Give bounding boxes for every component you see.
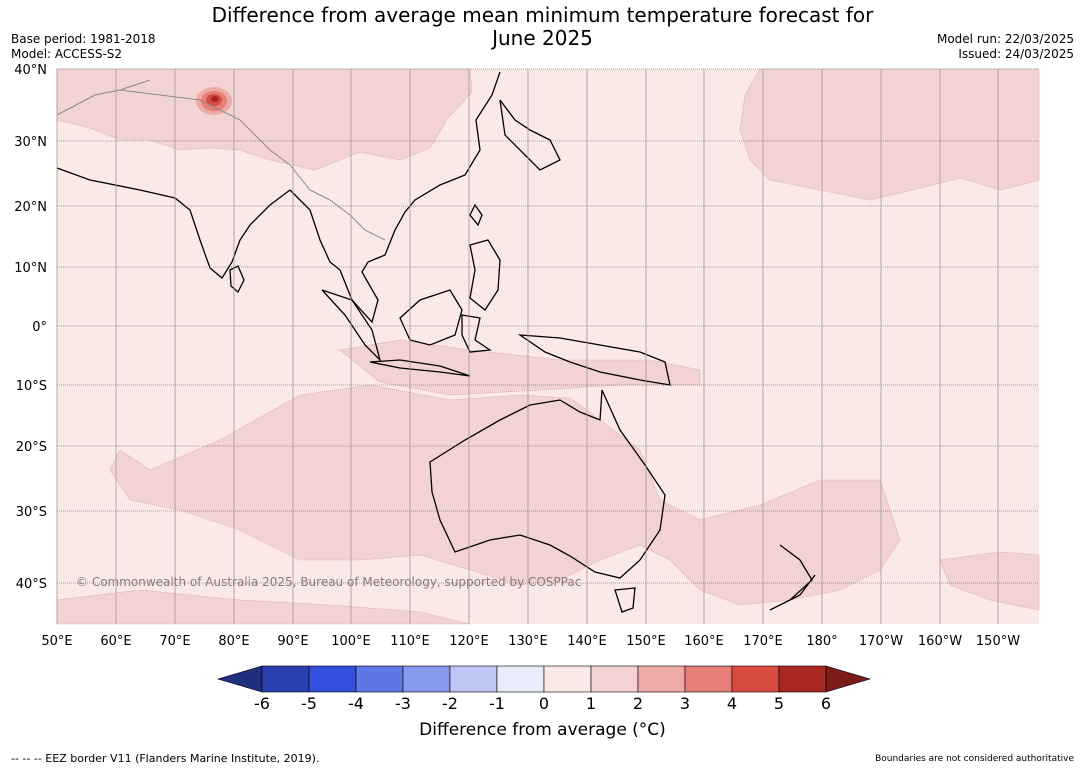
colorbar-tick: -6 xyxy=(254,694,270,713)
colorbar-swatch xyxy=(731,665,780,693)
anomaly-patches xyxy=(56,68,1040,625)
coast-tasmania xyxy=(614,587,636,613)
colorbar-swatch xyxy=(355,665,404,693)
coast-australia xyxy=(429,389,666,579)
chart-title: Difference from average mean minimum tem… xyxy=(0,4,1085,50)
eez-footnote: -- -- -- EEZ border V11 (Flanders Marine… xyxy=(11,752,320,765)
coast-japan xyxy=(499,99,561,171)
model-run: Model run: 22/03/2025 xyxy=(936,32,1074,46)
colorbar-tick: 3 xyxy=(680,694,690,713)
colorbar-tick: 5 xyxy=(774,694,784,713)
graticule xyxy=(56,68,1039,624)
lon-label: 100°E xyxy=(331,634,371,649)
patch-north-asia xyxy=(56,68,473,171)
coast-sumatra xyxy=(321,289,382,363)
colorbar-arrow-low xyxy=(216,665,263,693)
patch-south-pacific xyxy=(939,551,1040,611)
patch-equatorial xyxy=(339,339,701,396)
colorbar-tick: 4 xyxy=(727,694,737,713)
coast-sulawesi xyxy=(461,314,492,353)
lat-label: 10°N xyxy=(14,261,47,276)
lon-label: 120°E xyxy=(449,634,489,649)
colorbar-tick: -1 xyxy=(489,694,505,713)
lat-label: 20°N xyxy=(14,200,47,215)
colorbar-swatch xyxy=(684,665,733,693)
lat-label: 0° xyxy=(32,320,47,335)
coast-taiwan xyxy=(469,203,483,227)
latitude-labels: 40°N 30°N 20°N 10°N 0° 10°S 20°S 30°S 40°S xyxy=(14,63,47,592)
colorbar-label: Difference from average (°C) xyxy=(419,720,666,740)
colorbar-tick: 2 xyxy=(633,694,643,713)
base-period: Base period: 1981-2018 xyxy=(11,32,156,46)
colorbar-arrow-high xyxy=(825,665,872,693)
hotspot-himalaya xyxy=(196,87,232,115)
colorbar-swatch xyxy=(449,665,498,693)
map-panel: © Commonwealth of Australia 2025, Bureau… xyxy=(56,68,1040,625)
colorbar-tick: -3 xyxy=(395,694,411,713)
lon-label: 140°E xyxy=(567,634,607,649)
lat-label: 40°S xyxy=(16,577,47,592)
patch-southern-ocean xyxy=(56,589,471,625)
lat-label: 40°N xyxy=(14,63,47,78)
lon-label: 70°E xyxy=(159,634,190,649)
colorbar-swatch xyxy=(590,665,639,693)
colorbar-tick: 6 xyxy=(821,694,831,713)
issued-date: Issued: 24/03/2025 xyxy=(958,47,1074,61)
colorbar-swatch xyxy=(402,665,451,693)
colorbar-tick: -4 xyxy=(348,694,364,713)
colorbar-tick: 0 xyxy=(539,694,549,713)
lon-label: 160°E xyxy=(684,634,724,649)
coast-borneo xyxy=(399,289,463,346)
lat-label: 10°S xyxy=(16,379,47,394)
colorbar-swatch xyxy=(308,665,357,693)
colorbar-swatch xyxy=(778,665,827,693)
coast-philippines xyxy=(469,239,501,311)
copyright-text: © Commonwealth of Australia 2025, Bureau… xyxy=(76,575,581,589)
boundary-disclaimer: Boundaries are not considered authoritat… xyxy=(875,754,1074,764)
lon-label: 110°E xyxy=(390,634,430,649)
lon-label: 60°E xyxy=(100,634,131,649)
colorbar-swatch xyxy=(261,665,310,693)
patch-northwest-pacific xyxy=(739,68,1040,201)
lon-label: 160°W xyxy=(918,634,962,649)
coast-india xyxy=(56,167,291,279)
lon-label: 150°E xyxy=(626,634,666,649)
lon-label: 180° xyxy=(806,634,837,649)
coast-java xyxy=(369,359,471,377)
meta-right: Model run: 22/03/2025 Issued: 24/03/2025 xyxy=(937,32,1074,62)
colorbar-tick: -2 xyxy=(442,694,458,713)
lon-label: 80°E xyxy=(218,634,249,649)
colorbar-tick: -5 xyxy=(301,694,317,713)
colorbar-swatch xyxy=(637,665,686,693)
lon-label: 90°E xyxy=(277,634,308,649)
coast-sri-lanka xyxy=(229,265,245,294)
longitude-labels: 50°E 60°E 70°E 80°E 90°E 100°E 110°E 120°E 130°E… xyxy=(41,634,1020,649)
lat-label: 30°N xyxy=(14,135,47,150)
lat-label: 30°S xyxy=(16,505,47,520)
colorbar-swatch xyxy=(496,665,545,693)
country-borders xyxy=(56,79,386,241)
lon-label: 150°W xyxy=(976,634,1020,649)
lon-label: 130°E xyxy=(508,634,548,649)
title-line-1: Difference from average mean minimum tem… xyxy=(211,3,874,27)
model-name: Model: ACCESS-S2 xyxy=(11,47,123,61)
meta-left: Base period: 1981-2018 Model: ACCESS-S2 xyxy=(11,32,156,62)
coast-indochina xyxy=(289,71,501,324)
lat-label: 20°S xyxy=(16,440,47,455)
lon-label: 50°E xyxy=(41,634,72,649)
colorbar-tick: 1 xyxy=(586,694,596,713)
colorbar-swatch xyxy=(543,665,592,693)
coast-new-zealand xyxy=(769,544,816,611)
colorbar: -6 -5 -4 -3 -2 -1 0 1 2 3 4 5 6 xyxy=(216,665,872,713)
lon-label: 170°W xyxy=(859,634,903,649)
coastlines xyxy=(56,71,816,613)
title-line-2: June 2025 xyxy=(492,26,593,50)
lon-label: 170°E xyxy=(743,634,783,649)
